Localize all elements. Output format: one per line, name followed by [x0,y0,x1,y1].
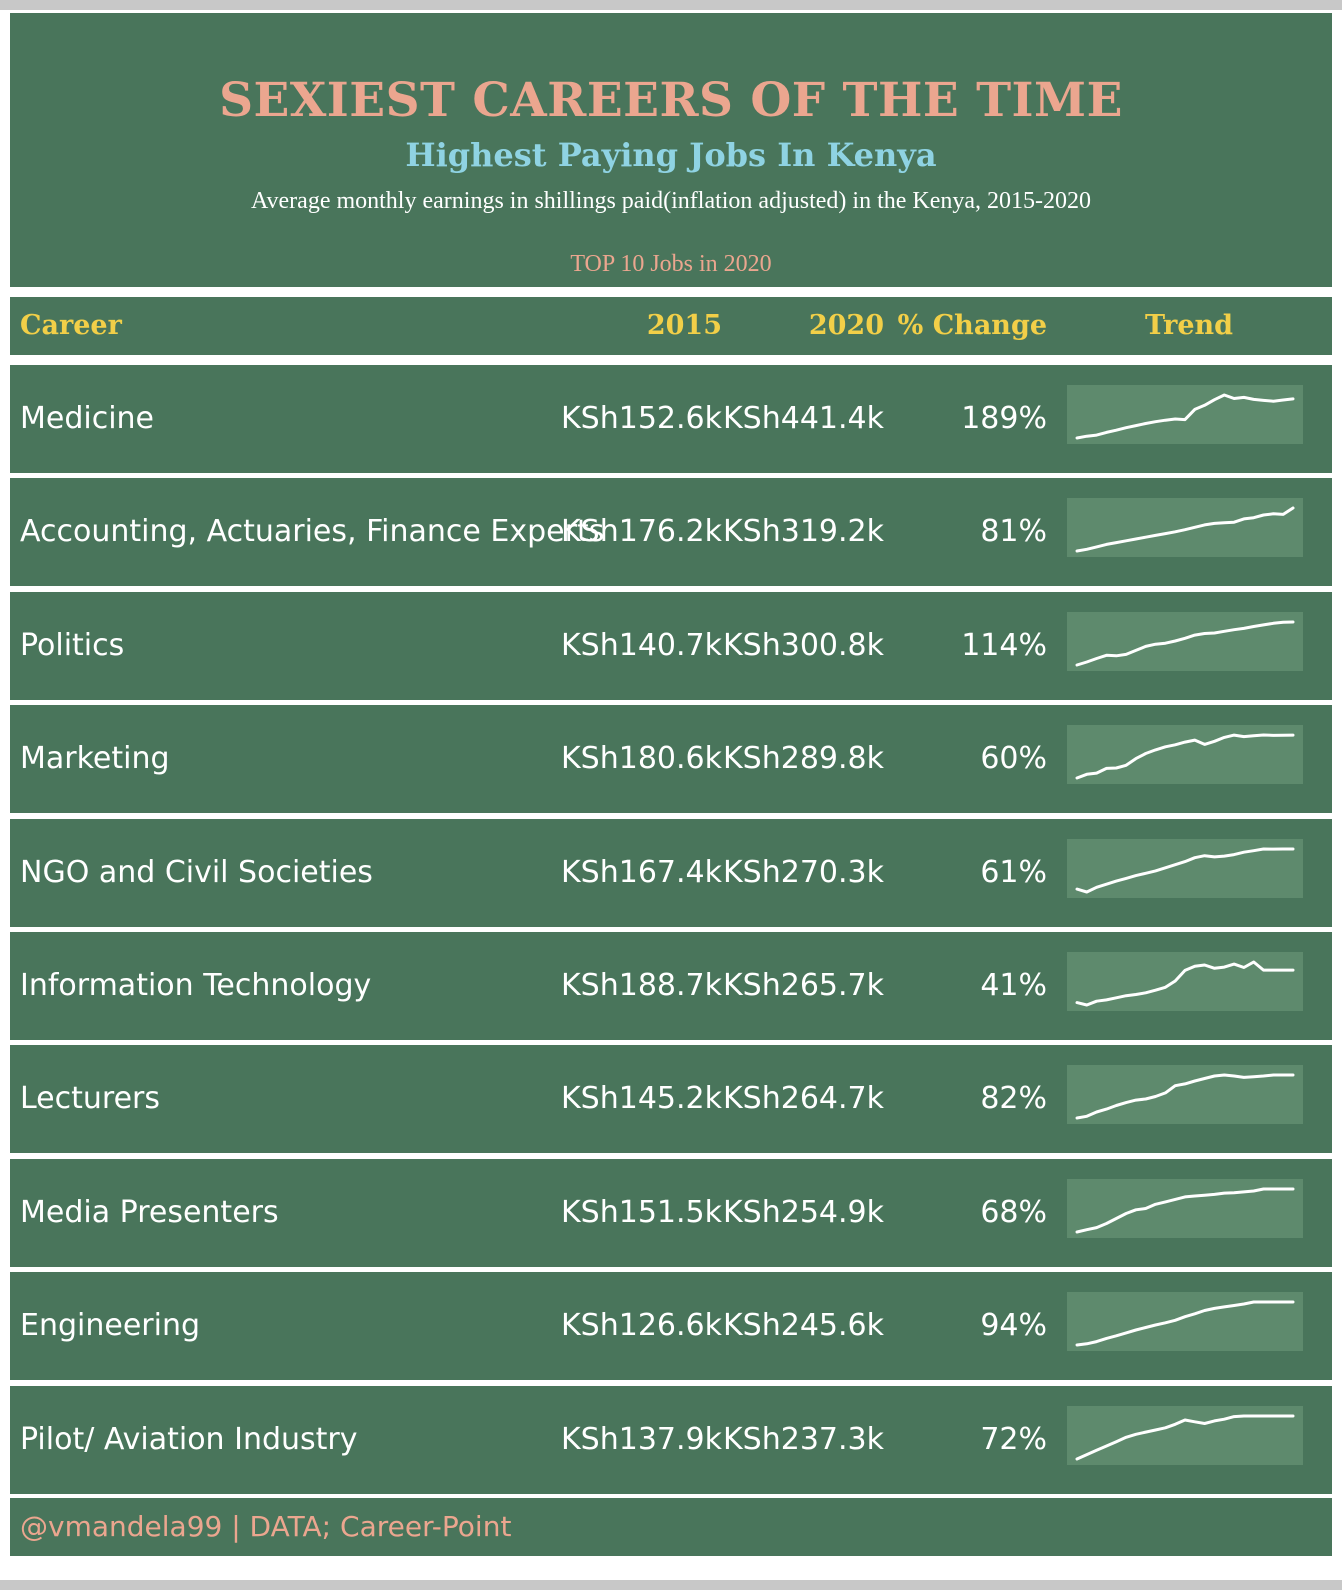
trend-sparkline [1067,1292,1303,1351]
value-2020-cell: KSh265.7k [723,968,884,1003]
column-header-row: Career 2015 2020 % Change Trend [10,297,1332,355]
trend-line [1075,1300,1295,1347]
column-header-change: % Change [897,310,1047,341]
table-row: Media Presenters KSh151.5k KSh254.9k 68% [10,1159,1332,1267]
column-header-2015: 2015 [646,310,722,341]
trend-sparkline [1067,1065,1303,1124]
career-cell: Media Presenters [20,1195,279,1230]
trend-sparkline [1067,1406,1303,1465]
trend-line [1075,960,1295,1007]
value-2020-cell: KSh319.2k [723,514,884,549]
bottom-border [0,1580,1342,1590]
value-2015-cell: KSh167.4k [561,855,722,890]
career-cell: Marketing [20,741,170,776]
page-subtitle: Highest Paying Jobs In Kenya [405,136,937,174]
career-cell: Pilot/ Aviation Industry [20,1422,358,1457]
header-panel: SEXIEST CAREERS OF THE TIME Highest Payi… [10,13,1332,287]
trend-line [1075,1073,1295,1120]
trend-sparkline [1067,385,1303,444]
page-description: Average monthly earnings in shillings pa… [250,188,1092,214]
career-cell: NGO and Civil Societies [20,855,373,890]
column-header-career: Career [20,310,122,341]
value-2015-cell: KSh152.6k [561,401,722,436]
footer-credit: @vmandela99 | DATA; Career-Point [20,1510,512,1543]
footer-panel: @vmandela99 | DATA; Career-Point [10,1498,1332,1556]
value-2020-cell: KSh254.9k [723,1195,884,1230]
percent-change-cell: 189% [961,401,1047,436]
trend-sparkline [1067,1179,1303,1238]
table-row: Accounting, Actuaries, Finance Experts KS… [10,478,1332,586]
trend-sparkline-svg [1075,1414,1295,1461]
trend-sparkline [1067,725,1303,784]
percent-change-cell: 72% [980,1422,1047,1457]
value-2015-cell: KSh140.7k [561,628,722,663]
trend-line [1075,1187,1295,1234]
value-2015-cell: KSh180.6k [561,741,722,776]
percent-change-cell: 41% [980,968,1047,1003]
percent-change-cell: 114% [961,628,1047,663]
table-row: Information Technology KSh188.7k KSh265.7k… [10,932,1332,1040]
career-cell: Medicine [20,401,155,436]
value-2015-cell: KSh145.2k [561,1081,722,1116]
table-row: Engineering KSh126.6k KSh245.6k 94% [10,1272,1332,1380]
trend-line [1075,393,1295,440]
career-cell: Engineering [20,1308,200,1343]
career-cell: Lecturers [20,1081,161,1116]
trend-line [1075,733,1295,780]
table-row: Pilot/ Aviation Industry KSh137.9k KSh237.… [10,1386,1332,1494]
value-2015-cell: KSh137.9k [561,1422,722,1457]
trend-sparkline [1067,839,1303,898]
percent-change-cell: 82% [980,1081,1047,1116]
trend-sparkline-svg [1075,960,1295,1007]
trend-line [1075,847,1295,894]
value-2015-cell: KSh126.6k [561,1308,722,1343]
trend-sparkline-svg [1075,1300,1295,1347]
value-2020-cell: KSh289.8k [723,741,884,776]
value-2020-cell: KSh264.7k [723,1081,884,1116]
trend-sparkline-svg [1075,620,1295,667]
table-row: Lecturers KSh145.2k KSh264.7k 82% [10,1045,1332,1153]
trend-line [1075,620,1295,667]
percent-change-cell: 60% [980,741,1047,776]
percent-change-cell: 61% [980,855,1047,890]
trend-sparkline [1067,952,1303,1011]
trend-sparkline-svg [1075,1187,1295,1234]
trend-sparkline-svg [1075,733,1295,780]
value-2020-cell: KSh237.3k [723,1422,884,1457]
table-row: Politics KSh140.7k KSh300.8k 114% [10,592,1332,700]
trend-sparkline-svg [1075,506,1295,553]
table-row: Medicine KSh152.6k KSh441.4k 189% [10,365,1332,473]
trend-sparkline [1067,498,1303,557]
trend-sparkline-svg [1075,393,1295,440]
value-2020-cell: KSh245.6k [723,1308,884,1343]
column-header-2020: 2020 [808,310,884,341]
value-2020-cell: KSh270.3k [723,855,884,890]
value-2020-cell: KSh300.8k [723,628,884,663]
page-title: SEXIEST CAREERS OF THE TIME [219,73,1123,128]
value-2015-cell: KSh188.7k [561,968,722,1003]
trend-sparkline-svg [1075,847,1295,894]
table-row: Marketing KSh180.6k KSh289.8k 60% [10,705,1332,813]
career-cell: Information Technology [20,968,372,1003]
value-2020-cell: KSh441.4k [723,401,884,436]
percent-change-cell: 94% [980,1308,1047,1343]
trend-line [1075,1414,1295,1461]
percent-change-cell: 81% [980,514,1047,549]
column-header-trend: Trend [1145,310,1234,341]
trend-sparkline-svg [1075,1073,1295,1120]
top-jobs-label: TOP 10 Jobs in 2020 [570,251,772,277]
trend-line [1075,506,1295,553]
value-2015-cell: KSh151.5k [561,1195,722,1230]
top-border [0,0,1342,10]
trend-sparkline [1067,612,1303,671]
value-2015-cell: KSh176.2k [561,514,722,549]
table-row: NGO and Civil Societies KSh167.4k KSh270.3… [10,819,1332,927]
percent-change-cell: 68% [980,1195,1047,1230]
career-cell: Accounting, Actuaries, Finance Experts [20,514,605,549]
career-cell: Politics [20,628,125,663]
